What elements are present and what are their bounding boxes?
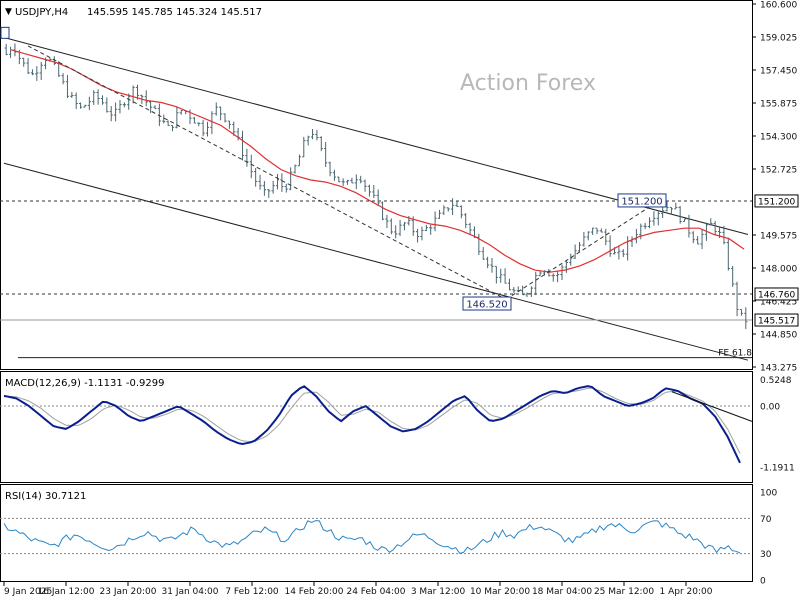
rsi-layer	[0, 517, 752, 555]
annotation-high: 151.200	[621, 196, 662, 207]
price-axis-label: 159.025	[760, 34, 797, 44]
time-axis-label: 10 Mar 20:00	[470, 587, 530, 597]
fe-level-label: FE 61.8	[718, 349, 752, 359]
time-axis-label: 18 Mar 04:00	[532, 587, 592, 597]
rsi-axis-label: 0	[760, 577, 766, 587]
moving-average-line	[11, 49, 745, 273]
rsi-panel-frame	[0, 484, 753, 582]
rsi-axis-label: 100	[760, 489, 777, 499]
price-axis-marker-box	[754, 287, 799, 301]
price-axis-label: 160.600	[760, 1, 797, 11]
annotation-high-box	[617, 193, 667, 208]
header-arrow: ▼	[5, 7, 12, 17]
time-axis-label: 3 Mar 12:00	[411, 587, 466, 597]
macd-axis-label: 0.5248	[760, 376, 792, 386]
price-axis-label: 146.425	[760, 298, 797, 308]
price-axis-label: 154.300	[760, 133, 797, 143]
annotation-low: 146.520	[466, 300, 507, 311]
rsi-axis-label: 30	[760, 550, 772, 560]
price-panel-frame	[0, 0, 753, 370]
price-axis-label: 148.000	[760, 265, 797, 275]
rsi-line	[3, 520, 741, 554]
macd-axis-label: -1.1911	[760, 463, 795, 473]
macd-trendline	[671, 391, 753, 422]
annotation-low-box	[462, 296, 512, 311]
price-axis-label: 155.875	[760, 100, 797, 110]
price-axis-label: 144.850	[760, 331, 797, 341]
price-layer: FE 61.8 151.200 146.520	[0, 26, 752, 361]
time-axis-label: 1 Apr 20:00	[660, 587, 713, 597]
macd-main-line	[3, 385, 741, 464]
price-axis-label: 143.275	[760, 364, 797, 374]
axis-layer: 160.600 159.025 157.450 155.875 154.300 152.7…	[3, 1, 799, 597]
time-axis-label: 23 Jan 20:00	[100, 587, 157, 597]
price-axis-marker: 145.517	[758, 317, 795, 327]
macd-title: MACD(12,26,9) -1.1131 -0.9299	[5, 378, 165, 389]
time-axis-label: 14 Feb 20:00	[284, 587, 343, 597]
price-axis-marker: 151.200	[758, 197, 795, 207]
header-symbol: USDJPY,H4	[15, 7, 68, 18]
channel-lower-line	[3, 162, 749, 361]
price-axis-marker-box	[754, 194, 799, 208]
time-axis-label: 9 Jan 2025	[4, 587, 52, 597]
header-ohlc: 145.595 145.785 145.324 145.517	[87, 7, 262, 18]
rebound-trend-line	[505, 198, 663, 300]
price-axis-label: 149.575	[760, 232, 797, 242]
price-axis-label: 157.450	[760, 67, 797, 77]
inner-trend-line	[27, 45, 507, 300]
time-axis-label: 24 Feb 04:00	[346, 587, 405, 597]
price-axis-label: 152.725	[760, 166, 797, 176]
start-marker-box	[0, 26, 10, 39]
rsi-axis-label: 70	[760, 515, 772, 525]
time-axis-label: 31 Jan 04:00	[162, 587, 219, 597]
price-axis-marker: 146.760	[758, 290, 795, 300]
macd-layer	[0, 385, 753, 464]
price-axis-marker-box	[754, 313, 799, 327]
watermark: Action Forex	[460, 71, 596, 96]
rsi-title: RSI(14) 30.7121	[5, 491, 86, 502]
macd-axis-label: 0.00	[760, 403, 780, 413]
time-axis-label: 7 Feb 12:00	[225, 587, 279, 597]
macd-panel-frame	[0, 371, 753, 483]
time-axis-label: 16 Jan 12:00	[38, 587, 95, 597]
time-axis-label: 25 Mar 12:00	[594, 587, 654, 597]
